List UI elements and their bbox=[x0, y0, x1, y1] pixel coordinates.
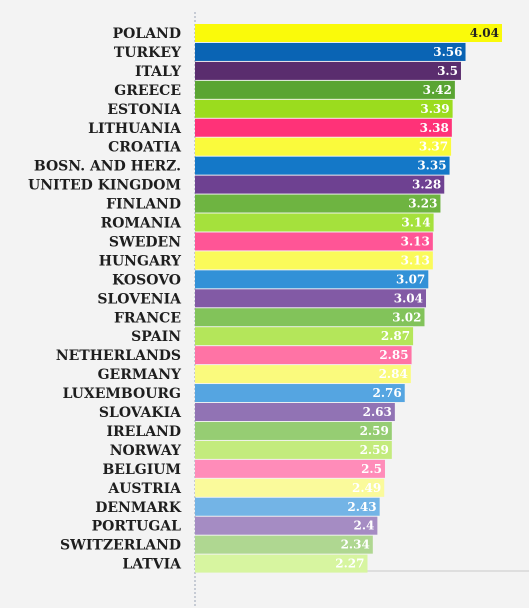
value-label: 2.34 bbox=[341, 538, 370, 552]
value-label: 3.37 bbox=[419, 140, 448, 154]
bar bbox=[195, 289, 427, 308]
category-label: FINLAND bbox=[106, 197, 181, 213]
bar bbox=[195, 346, 412, 365]
bar bbox=[195, 251, 433, 270]
category-label: SWITZERLAND bbox=[60, 538, 181, 554]
bar bbox=[195, 80, 455, 99]
category-label: CROATIA bbox=[108, 140, 182, 156]
value-label: 3.5 bbox=[437, 64, 458, 78]
category-label: LUXEMBOURG bbox=[63, 386, 181, 402]
bar bbox=[195, 137, 452, 156]
category-label: BOSN. AND HERZ. bbox=[34, 159, 181, 175]
category-label: NORWAY bbox=[110, 443, 182, 459]
value-label: 2.84 bbox=[379, 367, 408, 381]
bar bbox=[195, 497, 380, 516]
bar bbox=[195, 118, 452, 137]
bar bbox=[195, 99, 453, 118]
bar bbox=[195, 459, 385, 478]
value-label: 2.87 bbox=[381, 329, 410, 343]
bar bbox=[195, 554, 368, 573]
category-label: ROMANIA bbox=[101, 216, 183, 232]
bar bbox=[195, 403, 395, 421]
value-label: 2.49 bbox=[352, 481, 381, 495]
category-label: ESTONIA bbox=[107, 102, 182, 118]
bar bbox=[195, 213, 434, 232]
category-label: AUSTRIA bbox=[107, 481, 182, 497]
bar bbox=[195, 42, 466, 61]
value-labels-group: 4.04 3.56 3.5 3.42 3.39 3.38 3.37 3.35 3.28 3.23 3… bbox=[335, 26, 499, 571]
value-label: 3.02 bbox=[392, 310, 421, 324]
bar bbox=[195, 365, 411, 384]
category-label: SPAIN bbox=[131, 329, 181, 345]
category-label: ITALY bbox=[135, 64, 182, 80]
value-label: 3.04 bbox=[394, 291, 423, 305]
bar bbox=[195, 440, 392, 459]
category-label: PORTUGAL bbox=[92, 519, 182, 535]
category-label: FRANCE bbox=[114, 310, 181, 326]
value-label: 2.76 bbox=[372, 386, 401, 400]
category-label: HUNGARY bbox=[99, 253, 182, 269]
bar bbox=[195, 175, 445, 194]
value-label: 3.42 bbox=[423, 83, 452, 97]
value-label: 3.13 bbox=[401, 253, 430, 267]
value-label: 3.28 bbox=[412, 178, 441, 192]
value-label: 2.5 bbox=[361, 462, 382, 476]
bar bbox=[195, 516, 378, 535]
category-label: SLOVENIA bbox=[97, 291, 182, 307]
category-label: IRELAND bbox=[107, 424, 182, 440]
value-label: 2.59 bbox=[360, 443, 389, 457]
value-label: 3.14 bbox=[401, 216, 430, 230]
bar bbox=[195, 156, 450, 175]
value-label: 2.27 bbox=[335, 557, 364, 571]
bar bbox=[195, 421, 392, 440]
value-label: 4.04 bbox=[470, 26, 499, 40]
bar bbox=[195, 194, 441, 213]
category-label: UNITED KINGDOM bbox=[28, 178, 181, 194]
bar bbox=[195, 535, 373, 554]
category-label: BELGIUM bbox=[102, 462, 181, 478]
category-label: SLOVAKIA bbox=[99, 405, 182, 421]
category-label: LATVIA bbox=[122, 557, 182, 573]
category-label: LITHUANIA bbox=[88, 121, 182, 137]
bar bbox=[195, 478, 385, 497]
category-label: DENMARK bbox=[95, 500, 182, 516]
category-label: TURKEY bbox=[114, 45, 182, 61]
category-label: GERMANY bbox=[98, 367, 182, 383]
value-label: 3.39 bbox=[420, 102, 449, 116]
value-label: 3.23 bbox=[408, 197, 437, 211]
bar bbox=[195, 308, 425, 327]
value-label: 2.63 bbox=[363, 405, 392, 419]
value-label: 3.07 bbox=[396, 272, 425, 286]
category-label: POLAND bbox=[113, 26, 181, 42]
category-label: GREECE bbox=[114, 83, 181, 99]
value-label: 2.4 bbox=[353, 519, 374, 533]
bars-group bbox=[195, 24, 502, 573]
bar bbox=[195, 384, 405, 403]
category-label: SWEDEN bbox=[109, 234, 181, 250]
category-label: KOSOVO bbox=[112, 272, 181, 288]
value-label: 3.38 bbox=[420, 121, 449, 135]
bar bbox=[195, 270, 429, 289]
value-label: 2.85 bbox=[379, 348, 408, 362]
category-label: NETHERLANDS bbox=[56, 348, 181, 364]
category-labels-group: POLAND TURKEY ITALY GREECE ESTONIA LITHUANIA C… bbox=[28, 26, 182, 573]
bar bbox=[195, 232, 433, 251]
value-label: 3.35 bbox=[417, 159, 446, 173]
value-label: 2.59 bbox=[360, 424, 389, 438]
value-label: 3.56 bbox=[433, 45, 462, 59]
bar bbox=[195, 24, 502, 42]
value-label: 2.43 bbox=[347, 500, 376, 514]
bar bbox=[195, 327, 414, 346]
value-label: 3.13 bbox=[401, 234, 430, 248]
bar bbox=[195, 61, 461, 80]
